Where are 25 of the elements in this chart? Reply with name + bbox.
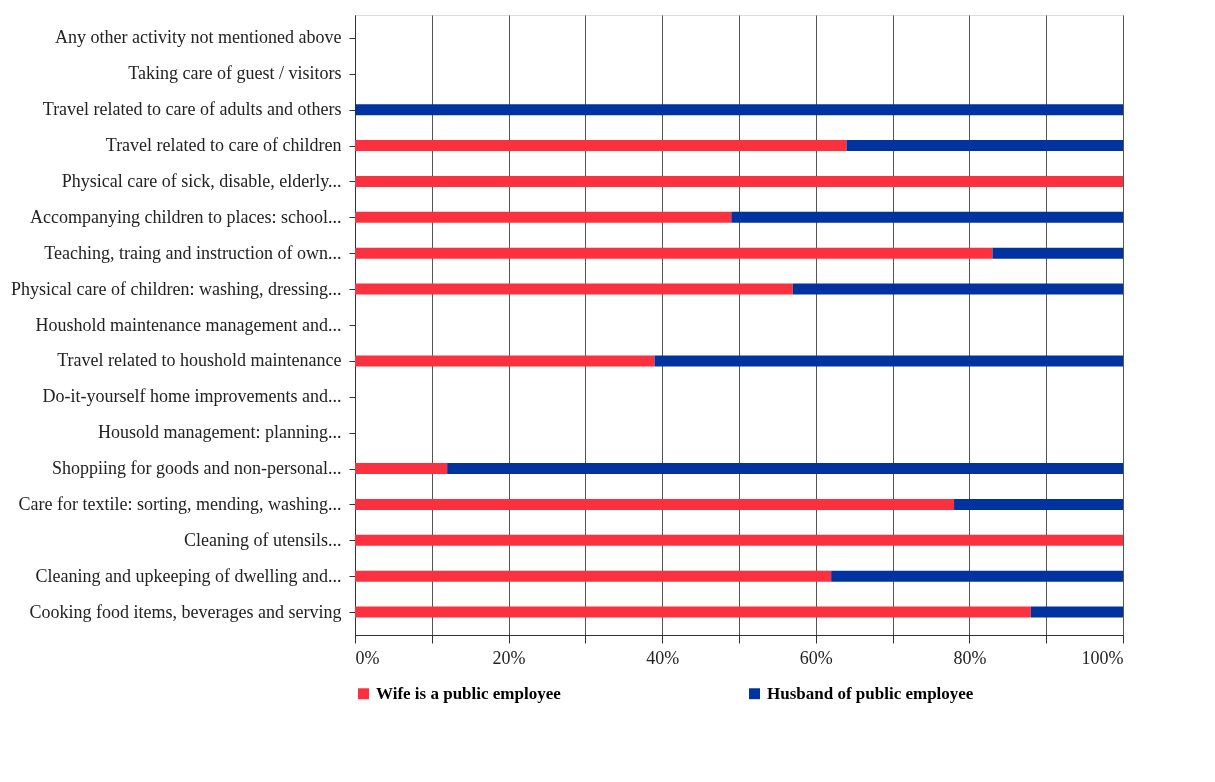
x-tick-label: 100% — [1081, 647, 1124, 668]
y-tick-label: Travel related to care of adults and others — [42, 99, 342, 120]
y-tick-label: Accompanying children to places: school... — [30, 206, 342, 227]
x-tick-label: 80% — [953, 647, 987, 668]
x-tick-label: 0% — [355, 647, 380, 668]
x-tick-label: 20% — [492, 647, 526, 668]
legend-label: Wife is a public employee — [376, 683, 562, 703]
y-tick-label: Taking care of guest / visitors — [128, 63, 342, 84]
y-tick-label: Care for textile: sorting, mending, washing... — [18, 493, 342, 514]
y-tick-label: Physical care of sick, disable, elderly... — [61, 170, 342, 191]
y-tick-label: Do-it-yourself home improvements and... — [42, 386, 342, 407]
y-tick-label: Cleaning of utensils... — [184, 529, 342, 550]
y-tick-label: Any other activity not mentioned above — [55, 27, 342, 48]
x-tick-label: 40% — [646, 647, 680, 668]
y-tick-label: Physical care of children: washing, dressing... — [11, 278, 342, 299]
legend-label: Husband of public employee — [767, 683, 974, 703]
y-tick-label: Cooking food items, beverages and serving — [29, 601, 342, 622]
y-tick-label: Travel related to houshold maintenance — [57, 350, 342, 371]
y-tick-label: Housold management: planning... — [98, 422, 342, 443]
y-tick-label: Teaching, traing and instruction of own... — [44, 242, 342, 263]
x-tick-label: 60% — [799, 647, 833, 668]
y-tick-label: Houshold maintenance management and... — [35, 314, 342, 335]
y-tick-label: Travel related to care of children — [105, 135, 342, 156]
y-tick-label: Shoppiing for goods and non-personal... — [52, 458, 342, 479]
y-tick-label: Cleaning and upkeeping of dwelling and... — [35, 565, 342, 586]
